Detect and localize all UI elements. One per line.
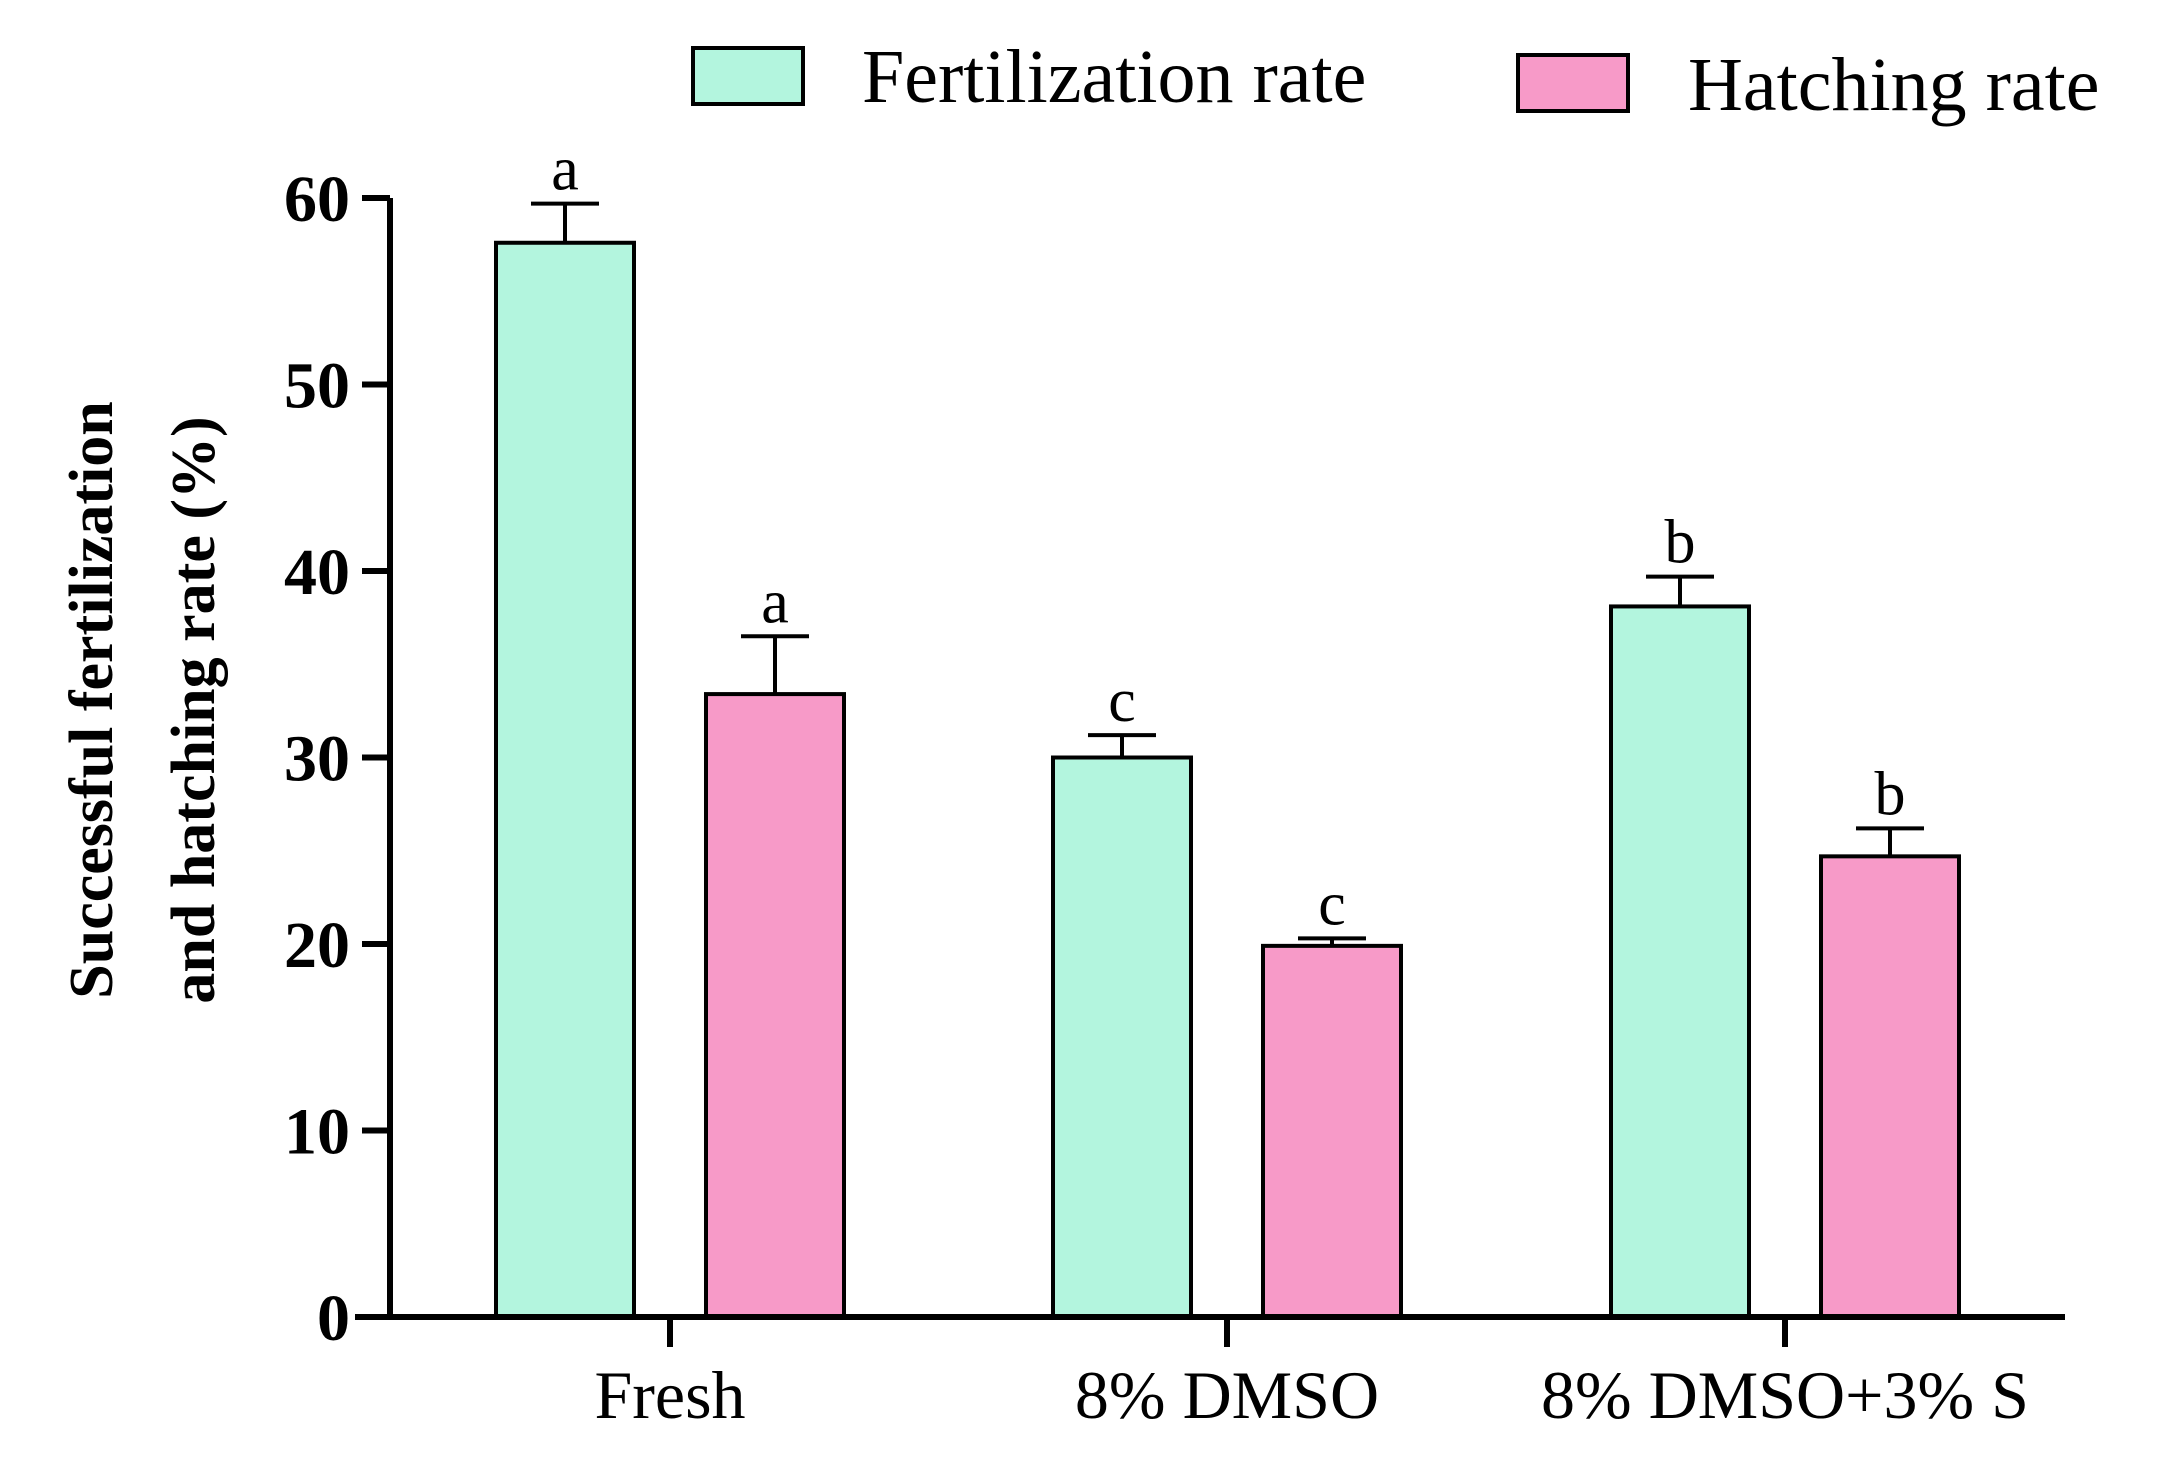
y-axis-title-line2: and hatching rate (%) — [160, 416, 228, 1003]
x-category-label-1: 8% DMSO — [1075, 1357, 1379, 1433]
y-tick-label-4: 40 — [284, 536, 350, 609]
bar-1-0 — [704, 692, 846, 1319]
legend-label-hatching: Hatching rate — [1688, 43, 2099, 127]
significance-label-1-1: c — [1318, 870, 1346, 938]
y-tick-label-5: 50 — [284, 350, 350, 423]
legend-swatch-hatching — [1516, 53, 1630, 113]
x-category-label-0: Fresh — [594, 1357, 745, 1433]
legend: Fertilization rate Hatching rate — [691, 35, 2099, 127]
y-axis-title: Successful fertilization and hatching ra… — [58, 401, 228, 1003]
bar-0-0 — [494, 240, 636, 1319]
y-tick-label-0: 0 — [317, 1282, 350, 1355]
significance-label-0-1: c — [1108, 667, 1136, 735]
legend-swatch-fertilization — [691, 46, 805, 106]
y-tick-label-6: 60 — [284, 163, 350, 236]
bar-1-2 — [1819, 854, 1961, 1319]
significance-label-1-0: a — [761, 568, 789, 636]
x-axis: Fresh 8% DMSO 8% DMSO+3% S — [355, 1314, 2065, 1433]
y-tick-label-1: 10 — [284, 1096, 350, 1169]
bar-0-2 — [1609, 604, 1751, 1319]
y-tick-label-3: 30 — [284, 723, 350, 796]
bar-0-1 — [1051, 755, 1193, 1319]
significance-label-0-2: b — [1665, 509, 1696, 577]
legend-label-fertilization: Fertilization rate — [862, 35, 1366, 119]
y-axis: 0 10 20 30 40 50 60 — [284, 163, 393, 1355]
bar-1-1 — [1261, 943, 1403, 1319]
y-tick-label-2: 20 — [284, 909, 350, 982]
bars: a c b a c b — [494, 136, 1961, 1319]
significance-label-0-0: a — [551, 136, 579, 204]
x-category-label-2: 8% DMSO+3% S — [1541, 1357, 2029, 1433]
significance-label-1-2: b — [1875, 760, 1906, 828]
y-axis-title-line1: Successful fertilization — [58, 401, 126, 999]
